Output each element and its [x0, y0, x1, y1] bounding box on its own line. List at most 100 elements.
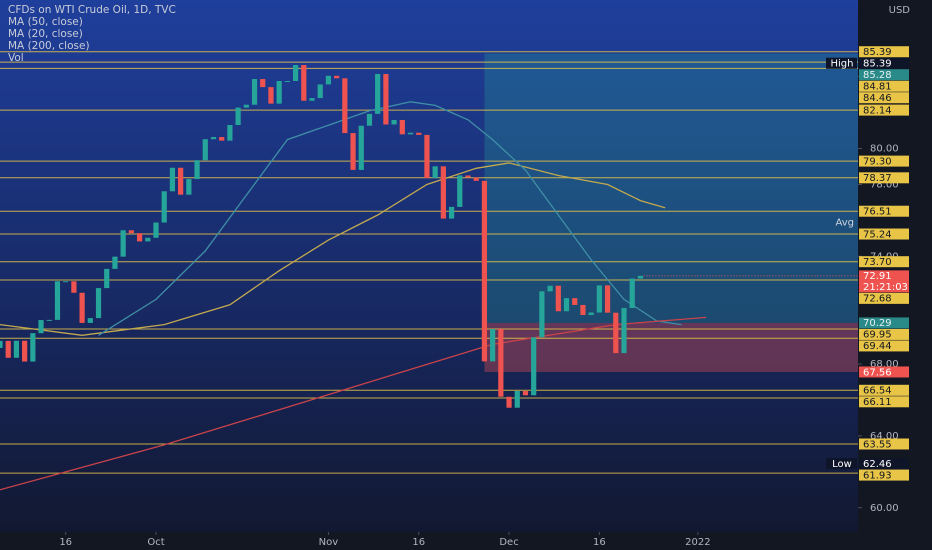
candle-body: [46, 319, 52, 321]
candle-body: [604, 285, 611, 313]
price-label: 85.28: [863, 70, 892, 81]
candle-body: [342, 78, 348, 134]
x-tick-label: 16: [593, 537, 606, 548]
candle-body: [383, 73, 389, 125]
candle-body: [440, 166, 446, 219]
candle-body: [563, 298, 570, 312]
candle-body: [13, 340, 20, 358]
price-label-bg: [859, 396, 909, 408]
candle-body: [194, 160, 200, 180]
legend-item: Vol: [8, 52, 24, 64]
price-label-bg: [859, 57, 909, 69]
candle-body: [416, 132, 422, 135]
candle-body: [506, 396, 512, 408]
y-tick-label: 78.00: [870, 179, 899, 190]
candle-body: [276, 81, 282, 104]
price-label: 76.51: [863, 207, 892, 218]
candle-body: [407, 132, 414, 135]
candle-body: [555, 285, 561, 312]
candle-body: [596, 285, 602, 313]
price-label-bg: [859, 80, 909, 92]
candle-body: [87, 318, 93, 323]
price-label: 72.68: [863, 294, 892, 305]
price-label-bg: [859, 438, 909, 450]
candle-body: [637, 275, 644, 279]
candle-body: [317, 84, 323, 99]
candle-body: [473, 177, 479, 181]
candle-body: [621, 308, 627, 354]
price-label: 66.54: [863, 386, 892, 397]
candle-body: [334, 75, 340, 79]
candle-body: [120, 230, 126, 257]
candle-body: [358, 125, 364, 170]
price-label-bg: [859, 384, 909, 396]
candle-body: [375, 73, 381, 114]
x-tick-label: 2022: [685, 537, 710, 548]
candle-body: [588, 312, 594, 316]
y-tick-label: 60.00: [870, 503, 899, 514]
candle-body: [490, 329, 496, 362]
price-label-bg: [859, 104, 909, 116]
price-label: 75.24: [863, 229, 892, 240]
candle-body: [613, 312, 619, 354]
candle-body: [104, 268, 110, 289]
x-tick-label: Nov: [319, 537, 339, 548]
legend-item: MA (50, close): [8, 16, 83, 28]
price-label-bg: [859, 172, 909, 184]
legend-item: MA (200, close): [8, 40, 90, 52]
candle-body: [424, 134, 430, 178]
legend-title: CFDs on WTI Crude Oil, 1D, TVC: [8, 4, 176, 16]
candle-body: [128, 230, 134, 234]
moving-average: [0, 316, 707, 491]
candle-body: [136, 233, 143, 242]
candle-body: [457, 175, 463, 207]
price-label-bg: [859, 340, 909, 352]
price-label-bg: [859, 205, 909, 217]
candle-body: [629, 278, 635, 309]
y-tick-label: 68.00: [870, 359, 899, 370]
candle-body: [79, 292, 85, 323]
price-label-bg: [859, 155, 909, 167]
candle-body: [498, 329, 504, 397]
price-label-bg: [859, 256, 909, 268]
candle-body: [235, 107, 241, 126]
candle-body: [251, 79, 258, 105]
candle-body: [391, 119, 397, 125]
candle-body: [448, 206, 455, 219]
candle-body: [432, 166, 438, 178]
candle-body: [219, 137, 225, 141]
price-label: 61.93: [863, 470, 892, 481]
candle-body: [145, 237, 151, 242]
currency: USD: [889, 5, 911, 16]
price-label: 72.91: [863, 271, 892, 282]
price-label: 82.14: [863, 105, 892, 116]
price-label: 84.46: [863, 93, 892, 104]
candle-body: [539, 291, 545, 338]
price-label: 69.44: [863, 341, 892, 352]
moving-average: [0, 162, 666, 336]
candle-body: [169, 167, 176, 192]
x-tick-label: Dec: [499, 537, 518, 548]
price-label: 69.95: [863, 330, 892, 341]
price-label: 70.29: [863, 318, 892, 329]
candle-body: [268, 87, 274, 104]
extreme-tag: Low: [832, 459, 852, 470]
candle-body: [71, 281, 77, 293]
candle-body: [178, 167, 184, 195]
candle-body: [309, 98, 315, 101]
candle-body: [580, 304, 586, 316]
price-label: 78.37: [863, 173, 892, 184]
moving-average: [98, 101, 682, 336]
price-label-bg: [859, 270, 909, 293]
candle-body: [531, 337, 537, 396]
price-label-bg: [859, 366, 909, 378]
legend-item: MA (20, close): [8, 28, 83, 40]
price-label-bg: [859, 328, 909, 340]
candle-body: [38, 320, 44, 334]
candle-body: [465, 175, 471, 178]
candle-body: [161, 191, 167, 223]
price-label: 67.56: [863, 367, 892, 378]
candle-body: [260, 79, 266, 88]
x-tick-label: 16: [412, 537, 425, 548]
